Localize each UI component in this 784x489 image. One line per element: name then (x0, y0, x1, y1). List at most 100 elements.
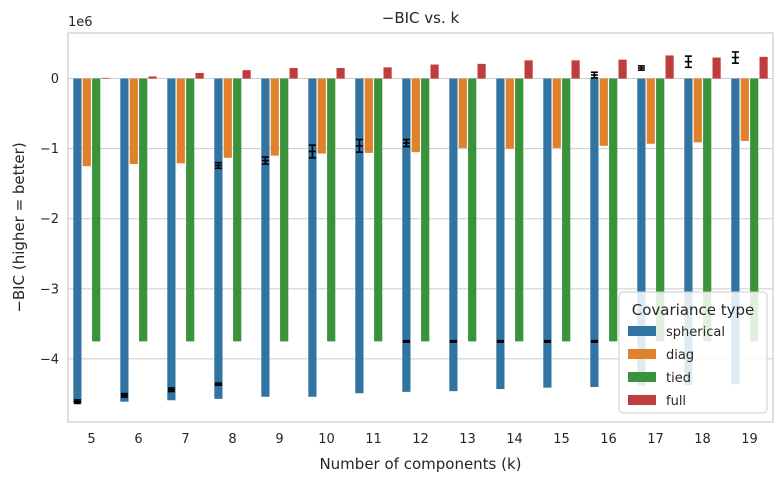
x-tick-label: 18 (694, 432, 711, 447)
bar-spherical-k5 (73, 78, 82, 404)
bar-diag-k7 (176, 78, 185, 164)
bar-spherical-k8 (214, 78, 223, 399)
bar-spherical-k6 (120, 78, 129, 402)
legend-items: spherical diag tied full (628, 325, 725, 409)
legend-label-diag: diag (666, 348, 694, 363)
bar-spherical-k10 (308, 78, 317, 397)
bar-diag-k13 (458, 78, 467, 148)
legend-swatch-spherical (628, 326, 656, 336)
tick-labels: 0 −1 −2 −3 −4 5 6 7 8 9 10 11 12 13 14 15 16 17 18 19 (40, 72, 758, 447)
legend-swatch-full (628, 395, 656, 405)
bar-diag-k18 (693, 78, 702, 143)
bar-full-k9 (289, 68, 298, 79)
x-axis-label: Number of components (k) (319, 455, 521, 473)
grid-lines (68, 78, 773, 360)
bar-tied-k17 (656, 78, 665, 342)
legend-title: Covariance type (632, 301, 755, 319)
bar-tied-k12 (421, 78, 430, 342)
y-tick-label: 0 (51, 72, 59, 87)
bar-tied-k19 (750, 78, 759, 342)
bar-tied-k10 (327, 78, 336, 342)
legend-swatch-tied (628, 372, 656, 382)
x-tick-label: 12 (412, 432, 429, 447)
bar-full-k12 (430, 64, 439, 79)
bar-full-k17 (665, 55, 674, 79)
bar-spherical-k18 (684, 78, 693, 385)
bar-full-k8 (242, 70, 251, 79)
bar-diag-k15 (552, 78, 561, 148)
bar-full-k10 (336, 68, 345, 79)
x-tick-label: 9 (275, 432, 283, 447)
bar-tied-k8 (233, 78, 242, 342)
x-tick-label: 7 (181, 432, 189, 447)
bar-full-k11 (383, 67, 392, 79)
bar-diag-k12 (411, 78, 420, 153)
bar-spherical-k11 (355, 78, 364, 394)
x-tick-label: 5 (87, 432, 95, 447)
bar-diag-k14 (505, 78, 514, 149)
bar-full-k16 (618, 59, 627, 79)
y-tick-label: −4 (40, 352, 59, 367)
y-tick-label: −3 (40, 282, 59, 297)
bar-diag-k17 (646, 78, 655, 144)
bar-spherical-k13 (449, 78, 458, 392)
bar-tied-k15 (562, 78, 571, 342)
y-tick-label: −1 (40, 142, 59, 157)
bar-full-k6 (148, 76, 157, 79)
x-tick-label: 19 (741, 432, 758, 447)
x-tick-label: 8 (228, 432, 236, 447)
bar-diag-k19 (740, 78, 749, 141)
bar-full-k14 (524, 60, 533, 79)
bar-full-k5 (101, 77, 110, 79)
bar-diag-k6 (129, 78, 138, 165)
bar-tied-k13 (468, 78, 477, 342)
bar-diag-k16 (599, 78, 608, 146)
bar-diag-k9 (270, 78, 279, 156)
bar-tied-k16 (609, 78, 618, 342)
bar-full-k13 (477, 63, 486, 79)
bars (73, 55, 768, 404)
x-tick-label: 16 (600, 432, 617, 447)
y-tick-label: −2 (40, 212, 59, 227)
x-tick-label: 14 (506, 432, 523, 447)
bar-tied-k7 (186, 78, 195, 342)
legend-label-tied: tied (666, 371, 691, 386)
bar-spherical-k15 (543, 78, 552, 388)
bar-full-k15 (571, 60, 580, 79)
plot-frame (67, 32, 774, 423)
x-tick-label: 15 (553, 432, 570, 447)
x-tick-label: 17 (647, 432, 664, 447)
bar-tied-k5 (92, 78, 101, 342)
x-tick-label: 10 (318, 432, 335, 447)
x-tick-label: 11 (365, 432, 382, 447)
legend: Covariance type spherical diag tied full (618, 291, 768, 414)
bar-spherical-k9 (261, 78, 270, 397)
legend-label-full: full (666, 394, 686, 409)
bar-spherical-k17 (637, 78, 646, 386)
legend-box (618, 291, 768, 414)
bar-full-k7 (195, 72, 204, 79)
bar-tied-k11 (374, 78, 383, 342)
x-tick-label: 13 (459, 432, 476, 447)
bar-spherical-k7 (167, 78, 176, 401)
bar-tied-k14 (515, 78, 524, 342)
legend-label-spherical: spherical (666, 325, 725, 340)
bar-spherical-k14 (496, 78, 505, 390)
x-tick-label: 6 (134, 432, 142, 447)
legend-swatch-diag (628, 349, 656, 359)
bar-tied-k18 (703, 78, 712, 342)
bar-full-k19 (759, 56, 768, 79)
bar-spherical-k19 (731, 78, 740, 385)
bar-tied-k9 (280, 78, 289, 342)
bar-diag-k11 (364, 78, 373, 153)
y-axis-label: −BIC (higher = better) (10, 142, 28, 312)
bar-diag-k5 (82, 78, 91, 167)
bar-diag-k10 (317, 78, 326, 154)
bar-diag-k8 (223, 78, 232, 158)
chart-title: −BIC vs. k (382, 9, 460, 27)
error-bars (73, 51, 739, 405)
bar-spherical-k12 (402, 78, 411, 392)
bar-spherical-k16 (590, 78, 599, 387)
bar-full-k18 (712, 57, 721, 79)
